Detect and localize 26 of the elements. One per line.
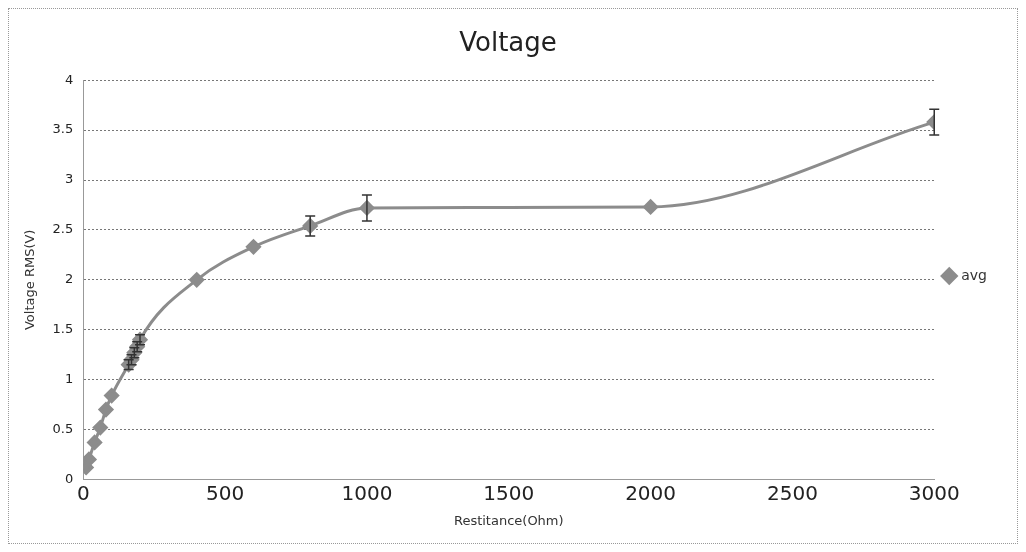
chart-title: Voltage xyxy=(459,27,557,58)
y-tick-label: 0 xyxy=(64,470,74,486)
x-tick-label: 1000 xyxy=(341,480,393,505)
x-axis-title: Restitance(Ohm) xyxy=(453,512,564,528)
point xyxy=(98,402,114,418)
point xyxy=(83,451,97,467)
point xyxy=(189,272,205,288)
y-tick-label: 3 xyxy=(64,171,74,187)
x-tick-label: 2000 xyxy=(625,480,677,505)
y-tick-label: 0.5 xyxy=(52,420,74,436)
point xyxy=(104,388,120,404)
y-tick-label: 1 xyxy=(64,370,74,386)
y-tick-label: 2 xyxy=(64,271,74,287)
point xyxy=(92,420,108,435)
y-axis-title: Voltage RMS(V) xyxy=(22,229,38,331)
x-tick-label: 2500 xyxy=(766,480,818,505)
y-tick-label: 1.5 xyxy=(52,321,74,337)
point xyxy=(87,434,103,450)
point xyxy=(245,239,261,255)
legend-label: avg xyxy=(961,266,988,283)
y-tick-label: 4 xyxy=(64,71,74,87)
y-tick-label: 2.5 xyxy=(52,221,74,237)
x-tick-label: 500 xyxy=(206,480,245,505)
x-tick-label: 3000 xyxy=(908,480,960,505)
x-tick-label: 1500 xyxy=(483,480,535,505)
y-tick-label: 3.5 xyxy=(52,121,74,137)
